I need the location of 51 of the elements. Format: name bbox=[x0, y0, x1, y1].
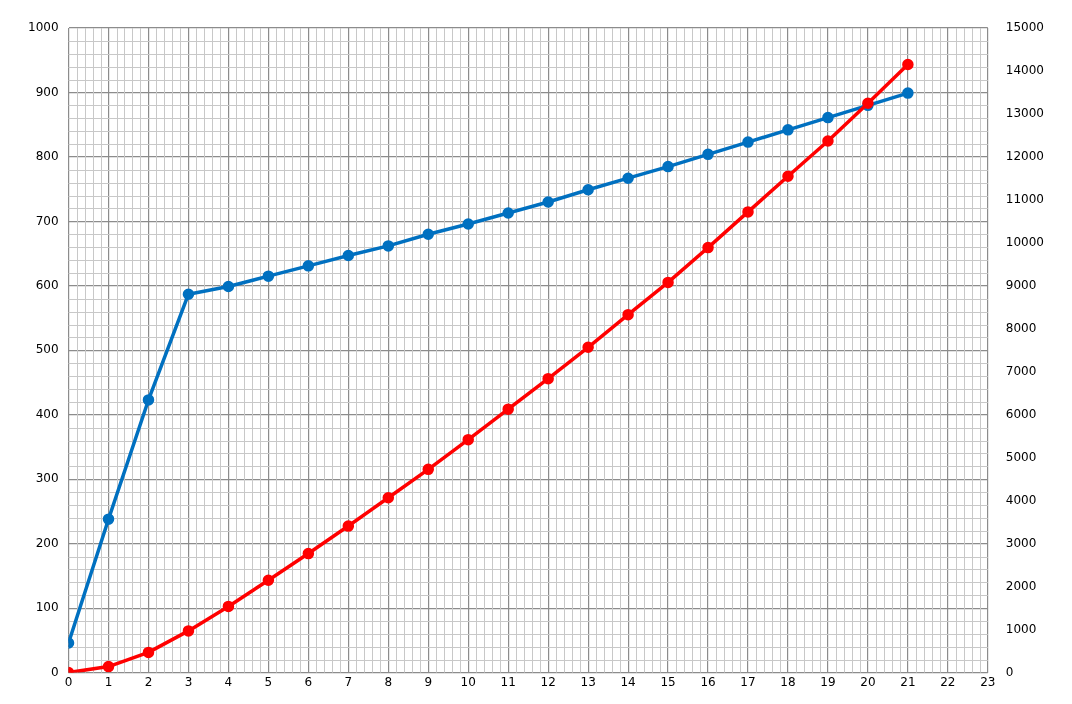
x-tick-label: 1 bbox=[104, 674, 113, 689]
x-tick-label: 17 bbox=[740, 674, 756, 689]
x-tick-label: 19 bbox=[820, 674, 836, 689]
x-tick-label: 10 bbox=[460, 674, 476, 689]
y-tick-label: 100 bbox=[35, 600, 59, 615]
y2-tick-label: 8000 bbox=[1005, 320, 1037, 335]
x-tick-label: 15 bbox=[660, 674, 676, 689]
x-tick-label: 13 bbox=[580, 674, 596, 689]
y2-tick-label: 4000 bbox=[1005, 492, 1037, 507]
y2-tick-label: 7000 bbox=[1005, 363, 1037, 378]
y-tick-label: 0 bbox=[50, 664, 59, 679]
y2-tick-label: 3000 bbox=[1005, 535, 1037, 550]
x-tick-label: 3 bbox=[184, 674, 193, 689]
x-tick-label: 6 bbox=[304, 674, 313, 689]
y-tick-label: 800 bbox=[35, 149, 59, 164]
x-tick-label: 12 bbox=[540, 674, 556, 689]
y-tick-label: 900 bbox=[35, 84, 59, 99]
y2-tick-label: 10000 bbox=[1005, 234, 1045, 249]
y-tick-label: 400 bbox=[35, 406, 59, 421]
y2-tick-label: 13000 bbox=[1005, 106, 1045, 121]
y-tick-label: 300 bbox=[35, 471, 59, 486]
y2-tick-label: 1000 bbox=[1005, 621, 1037, 636]
y-tick-label: 700 bbox=[35, 213, 59, 228]
y-tick-label: 600 bbox=[35, 277, 59, 292]
y2-tick-label: 6000 bbox=[1005, 406, 1037, 421]
y-tick-label: 500 bbox=[35, 342, 59, 357]
x-tick-label: 21 bbox=[900, 674, 916, 689]
x-tick-label: 23 bbox=[980, 674, 996, 689]
x-tick-label: 14 bbox=[620, 674, 636, 689]
x-tick-label: 22 bbox=[940, 674, 956, 689]
x-tick-label: 16 bbox=[700, 674, 716, 689]
x-tick-label: 20 bbox=[860, 674, 876, 689]
y2-tick-label: 12000 bbox=[1005, 149, 1045, 164]
y2-tick-label: 2000 bbox=[1005, 578, 1037, 593]
x-tick-label: 11 bbox=[500, 674, 516, 689]
y2-tick-label: 11000 bbox=[1005, 192, 1045, 207]
x-tick-label: 8 bbox=[384, 674, 393, 689]
y-tick-label: 1000 bbox=[27, 20, 59, 35]
x-tick-label: 9 bbox=[424, 674, 433, 689]
x-tick-label: 2 bbox=[144, 674, 153, 689]
x-tick-label: 18 bbox=[780, 674, 796, 689]
x-tick-label: 0 bbox=[64, 674, 73, 689]
x-tick-label: 5 bbox=[264, 674, 273, 689]
y2-tick-label: 9000 bbox=[1005, 277, 1037, 292]
x-tick-label: 7 bbox=[344, 674, 353, 689]
y-tick-label: 200 bbox=[35, 535, 59, 550]
x-tick-label: 4 bbox=[224, 674, 233, 689]
y2-tick-label: 0 bbox=[1005, 664, 1014, 679]
y2-tick-label: 15000 bbox=[1005, 20, 1045, 35]
y2-tick-label: 5000 bbox=[1005, 449, 1037, 464]
y2-tick-label: 14000 bbox=[1005, 63, 1045, 78]
